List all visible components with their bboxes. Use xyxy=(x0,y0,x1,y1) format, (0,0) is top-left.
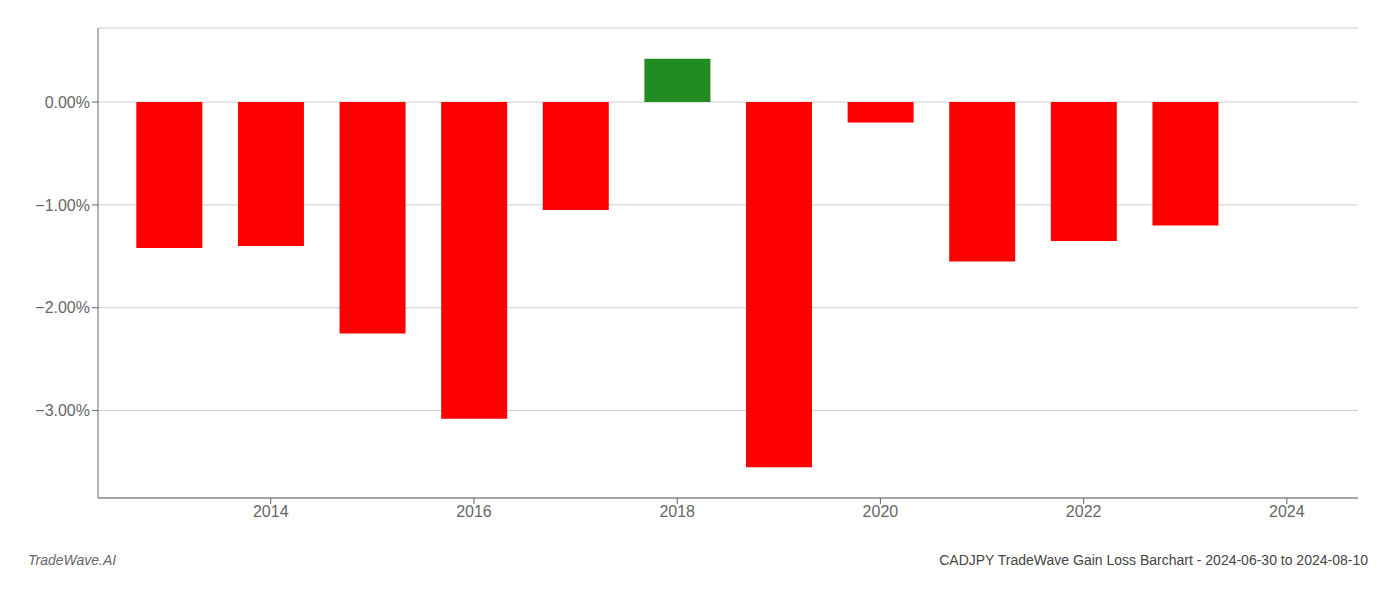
svg-text:2016: 2016 xyxy=(456,503,492,520)
svg-text:2024: 2024 xyxy=(1269,503,1305,520)
svg-text:−2.00%: −2.00% xyxy=(35,299,90,316)
svg-text:0.00%: 0.00% xyxy=(45,94,90,111)
svg-text:2022: 2022 xyxy=(1066,503,1102,520)
svg-text:−1.00%: −1.00% xyxy=(35,197,90,214)
svg-text:2018: 2018 xyxy=(659,503,695,520)
html-text:CADJPY TradeWave Gain Loss Bar: CADJPY TradeWave Gain Loss Barchart - 20… xyxy=(939,552,1368,568)
html-text:TradeWave.AI: TradeWave.AI xyxy=(28,552,117,568)
svg-text:−3.00%: −3.00% xyxy=(35,402,90,419)
svg-text:2014: 2014 xyxy=(253,503,289,520)
svg-text:2020: 2020 xyxy=(863,503,899,520)
